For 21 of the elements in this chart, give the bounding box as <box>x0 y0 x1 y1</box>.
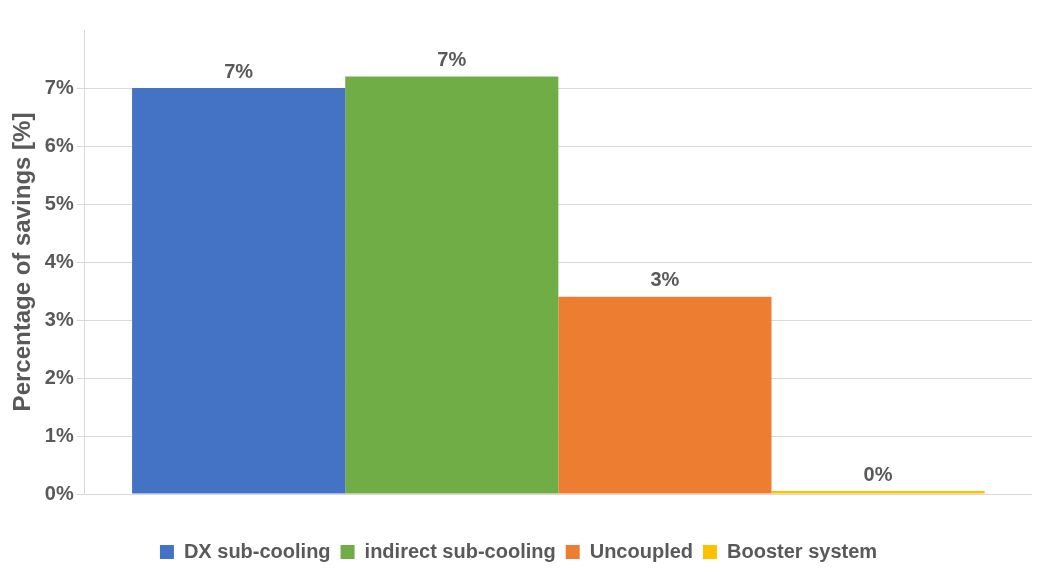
data-label: 7% <box>437 47 467 70</box>
data-label: 3% <box>650 268 680 291</box>
y-tick-label: 7% <box>44 75 74 98</box>
data-label: 0% <box>863 462 893 485</box>
bar <box>345 76 559 494</box>
y-tick-label: 6% <box>44 133 74 156</box>
y-axis-title: Percentage of savings [%] <box>8 112 36 412</box>
y-tick-label: 0% <box>44 481 74 504</box>
bar <box>771 491 985 494</box>
bar <box>558 296 772 494</box>
legend-label: DX sub-cooling <box>183 539 331 562</box>
bar <box>132 88 346 494</box>
y-tick-label: 2% <box>44 365 74 388</box>
legend-label: indirect sub-cooling <box>364 539 556 562</box>
legend-label: Uncoupled <box>589 539 694 562</box>
data-label: 7% <box>224 59 254 82</box>
y-tick-label: 5% <box>44 191 74 214</box>
legend-label: Booster system <box>727 539 878 562</box>
y-tick-label: 3% <box>44 307 74 330</box>
y-tick-label: 4% <box>44 249 74 272</box>
y-tick-label: 1% <box>44 423 74 446</box>
